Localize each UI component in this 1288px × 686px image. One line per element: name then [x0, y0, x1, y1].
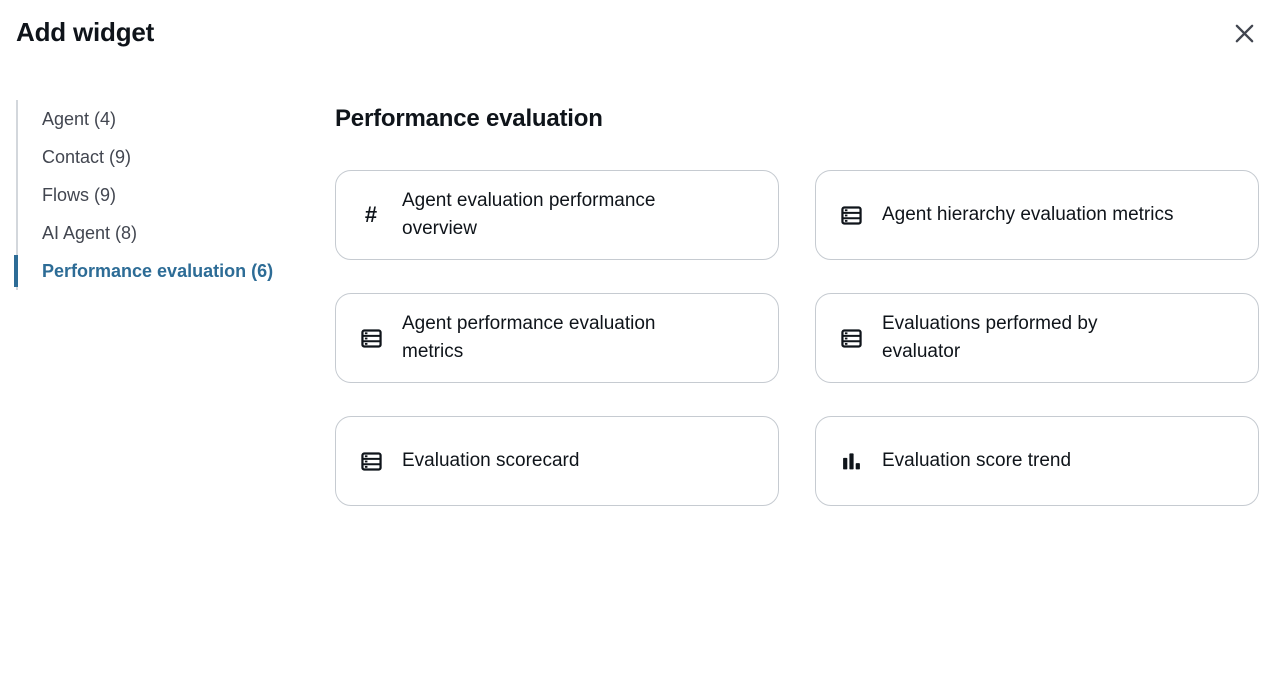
table-icon: [360, 451, 382, 472]
close-button[interactable]: [1227, 16, 1262, 51]
sidebar-item-label: Agent (4): [42, 109, 117, 129]
dialog-title: Add widget: [16, 17, 155, 47]
sidebar-item-performance-evaluation-6[interactable]: Performance evaluation (6): [14, 252, 335, 290]
widget-panel: Performance evaluation # Agent evaluatio…: [335, 100, 1260, 506]
widget-category-nav: Agent (4) Contact (9) Flows (9) AI Agent (8…: [14, 100, 335, 506]
widget-card-label: Evaluations performed by evaluator: [882, 313, 1098, 362]
widget-card-label: Agent hierarchy evaluation metrics: [882, 204, 1174, 225]
category-list: Agent (4) Contact (9) Flows (9) AI Agent (8…: [14, 100, 335, 290]
widget-card-agent-evaluation-performance-overview[interactable]: # Agent evaluation performance overview: [335, 170, 779, 260]
table-icon: [360, 328, 382, 349]
sidebar-item-agent-4[interactable]: Agent (4): [42, 100, 335, 138]
widget-card-label: Agent evaluation performance overview: [402, 190, 656, 239]
widget-card-label: Evaluation scorecard: [402, 450, 580, 471]
sidebar-item-contact-9[interactable]: Contact (9): [42, 138, 335, 176]
sidebar-item-label: Flows (9): [42, 185, 117, 205]
sidebar-item-label: AI Agent (8): [42, 223, 138, 243]
sidebar-item-label: Contact (9): [42, 147, 132, 167]
number-hash-icon: #: [364, 202, 378, 227]
section-heading: Performance evaluation: [335, 105, 603, 132]
widget-card-evaluation-score-trend[interactable]: Evaluation score trend: [815, 416, 1259, 506]
widget-grid: # Agent evaluation performance overview …: [335, 170, 1260, 506]
close-icon: [1231, 20, 1258, 47]
dialog-header: Add widget: [0, 0, 1288, 52]
table-icon: [840, 328, 862, 349]
widget-card-label: Agent performance evaluation metrics: [402, 313, 656, 362]
dialog-content: Agent (4) Contact (9) Flows (9) AI Agent (8…: [0, 100, 1288, 506]
sidebar-item-flows-9[interactable]: Flows (9): [42, 176, 335, 214]
bar-chart-icon: [840, 451, 862, 472]
widget-card-agent-hierarchy-evaluation-metrics[interactable]: Agent hierarchy evaluation metrics: [815, 170, 1259, 260]
widget-card-label: Evaluation score trend: [882, 450, 1072, 471]
sidebar-item-label: Performance evaluation (6): [42, 261, 274, 281]
sidebar-item-ai-agent-8[interactable]: AI Agent (8): [42, 214, 335, 252]
widget-card-agent-performance-evaluation-metrics[interactable]: Agent performance evaluation metrics: [335, 293, 779, 383]
table-icon: [840, 205, 862, 226]
widget-card-evaluation-scorecard[interactable]: Evaluation scorecard: [335, 416, 779, 506]
widget-card-evaluations-performed-by-evaluator[interactable]: Evaluations performed by evaluator: [815, 293, 1259, 383]
